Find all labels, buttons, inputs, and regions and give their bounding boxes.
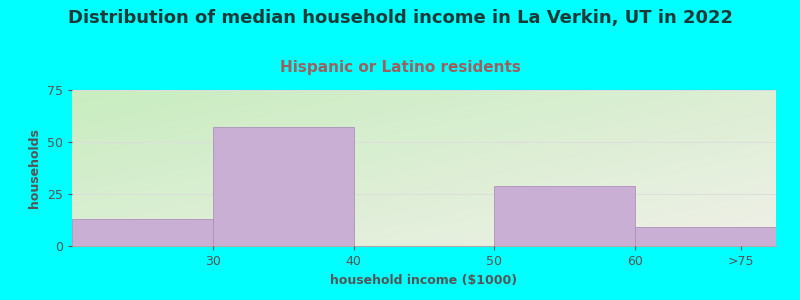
Bar: [72, 219, 213, 246]
Bar: [213, 128, 354, 246]
X-axis label: household income ($1000): household income ($1000): [330, 274, 518, 286]
Y-axis label: households: households: [29, 128, 42, 208]
Bar: [494, 186, 635, 246]
Bar: [635, 227, 776, 246]
Text: Distribution of median household income in La Verkin, UT in 2022: Distribution of median household income …: [67, 9, 733, 27]
Text: Hispanic or Latino residents: Hispanic or Latino residents: [279, 60, 521, 75]
